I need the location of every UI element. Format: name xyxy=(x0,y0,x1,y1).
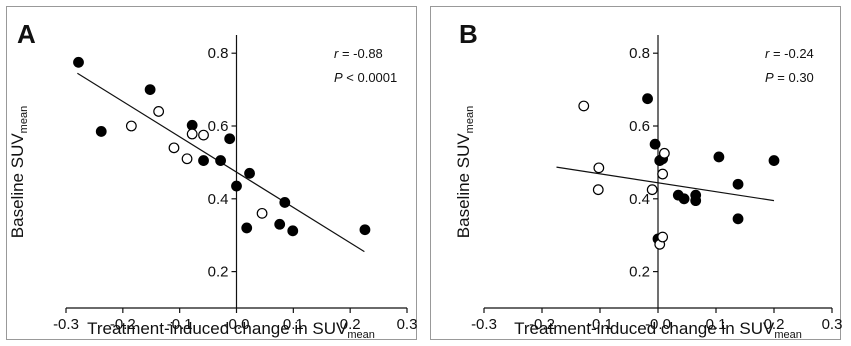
data-point-filled xyxy=(144,84,156,95)
y-tick-label: 0.2 xyxy=(208,264,229,281)
data-point-filled xyxy=(287,225,299,237)
data-point-filled xyxy=(73,56,84,68)
x-tick-label: -0.3 xyxy=(53,316,79,333)
data-point-open xyxy=(168,142,180,154)
y-axis-title: Baseline SUVmean xyxy=(454,106,476,238)
x-tick-label: -0.2 xyxy=(110,316,136,333)
data-point-open xyxy=(593,162,605,174)
scatter-plot-a: A -0.3 -0.2 -0.1 -0.0 0.1 0.2 0.3 0.2 0.4 0.6 0.8 r … xyxy=(8,19,418,341)
x-tick-label: -0.0 xyxy=(645,316,671,333)
y-tick-label: 0.8 xyxy=(208,45,229,62)
r-annotation: r = -0.24 xyxy=(765,46,814,61)
y-tick-label: 0.4 xyxy=(629,191,650,208)
data-point-open xyxy=(578,100,590,112)
data-point-open xyxy=(592,184,604,196)
y-tick-label: 0.4 xyxy=(208,191,229,208)
data-point-filled xyxy=(215,155,226,166)
data-point-open xyxy=(198,129,209,141)
data-point-filled xyxy=(768,155,780,166)
x-tick-label: -0.3 xyxy=(471,316,497,333)
data-point-filled xyxy=(279,197,291,208)
regression-line xyxy=(556,166,775,202)
x-tick-label: 0.2 xyxy=(764,316,785,333)
x-tick-label: -0.1 xyxy=(167,316,193,333)
data-point-filled xyxy=(649,138,661,150)
panel-label: A xyxy=(17,19,36,49)
y-tick-label: 0.6 xyxy=(208,118,229,135)
data-point-filled xyxy=(690,195,702,207)
data-point-filled xyxy=(713,151,725,163)
panel-a: A -0.3 -0.2 -0.1 -0.0 0.1 0.2 0.3 0.2 0.4 0.6 0.8 r … xyxy=(6,6,418,341)
data-point-filled xyxy=(359,224,371,236)
x-axis-title: Treatment-induced change in SUVmean xyxy=(514,319,802,341)
panel-label: B xyxy=(459,19,478,49)
x-tick-label: 0.3 xyxy=(822,316,842,333)
x-tick-label: -0.2 xyxy=(529,316,555,333)
x-tick-label: 0.1 xyxy=(283,316,304,333)
data-point-filled xyxy=(274,218,286,230)
x-tick-label: -0.1 xyxy=(587,316,613,333)
x-tick-label: 0.2 xyxy=(340,316,361,333)
data-point-filled xyxy=(231,180,242,192)
y-tick-label: 0.8 xyxy=(629,45,650,62)
data-point-filled xyxy=(642,93,653,105)
data-point-open xyxy=(256,207,268,219)
p-annotation: P = 0.30 xyxy=(765,70,814,85)
x-axis-title: Treatment-induced change in SUVmean xyxy=(87,319,375,341)
data-point-filled xyxy=(244,167,255,179)
data-point-filled xyxy=(732,213,744,225)
panel-b: B -0.3 -0.2 -0.1 -0.0 0.1 0.2 0.3 0.2 0.4 0.6 0.8 r … xyxy=(430,6,842,341)
data-point-filled xyxy=(198,155,209,166)
data-point-open xyxy=(657,168,669,180)
data-point-open xyxy=(186,128,198,140)
data-point-open xyxy=(181,153,193,165)
p-annotation: P < 0.0001 xyxy=(334,70,397,85)
x-tick-label: -0.0 xyxy=(224,316,250,333)
y-tick-label: 0.6 xyxy=(629,118,650,135)
data-point-open xyxy=(658,147,670,159)
x-tick-label: 0.3 xyxy=(397,316,418,333)
data-point-filled xyxy=(241,222,253,234)
data-point-filled xyxy=(678,193,690,205)
data-point-open xyxy=(125,120,137,132)
r-annotation: r = -0.88 xyxy=(334,46,383,61)
data-point-filled xyxy=(732,178,744,190)
data-point-filled xyxy=(95,126,107,137)
x-tick-label: 0.1 xyxy=(706,316,727,333)
data-point-filled xyxy=(224,133,236,145)
y-axis-title: Baseline SUVmean xyxy=(8,106,30,238)
data-point-open xyxy=(657,231,669,243)
data-point-open xyxy=(646,184,658,196)
scatter-plot-b: B -0.3 -0.2 -0.1 -0.0 0.1 0.2 0.3 0.2 0.4 0.6 0.8 r … xyxy=(454,19,842,341)
data-point-open xyxy=(153,106,165,117)
y-tick-label: 0.2 xyxy=(629,264,650,281)
